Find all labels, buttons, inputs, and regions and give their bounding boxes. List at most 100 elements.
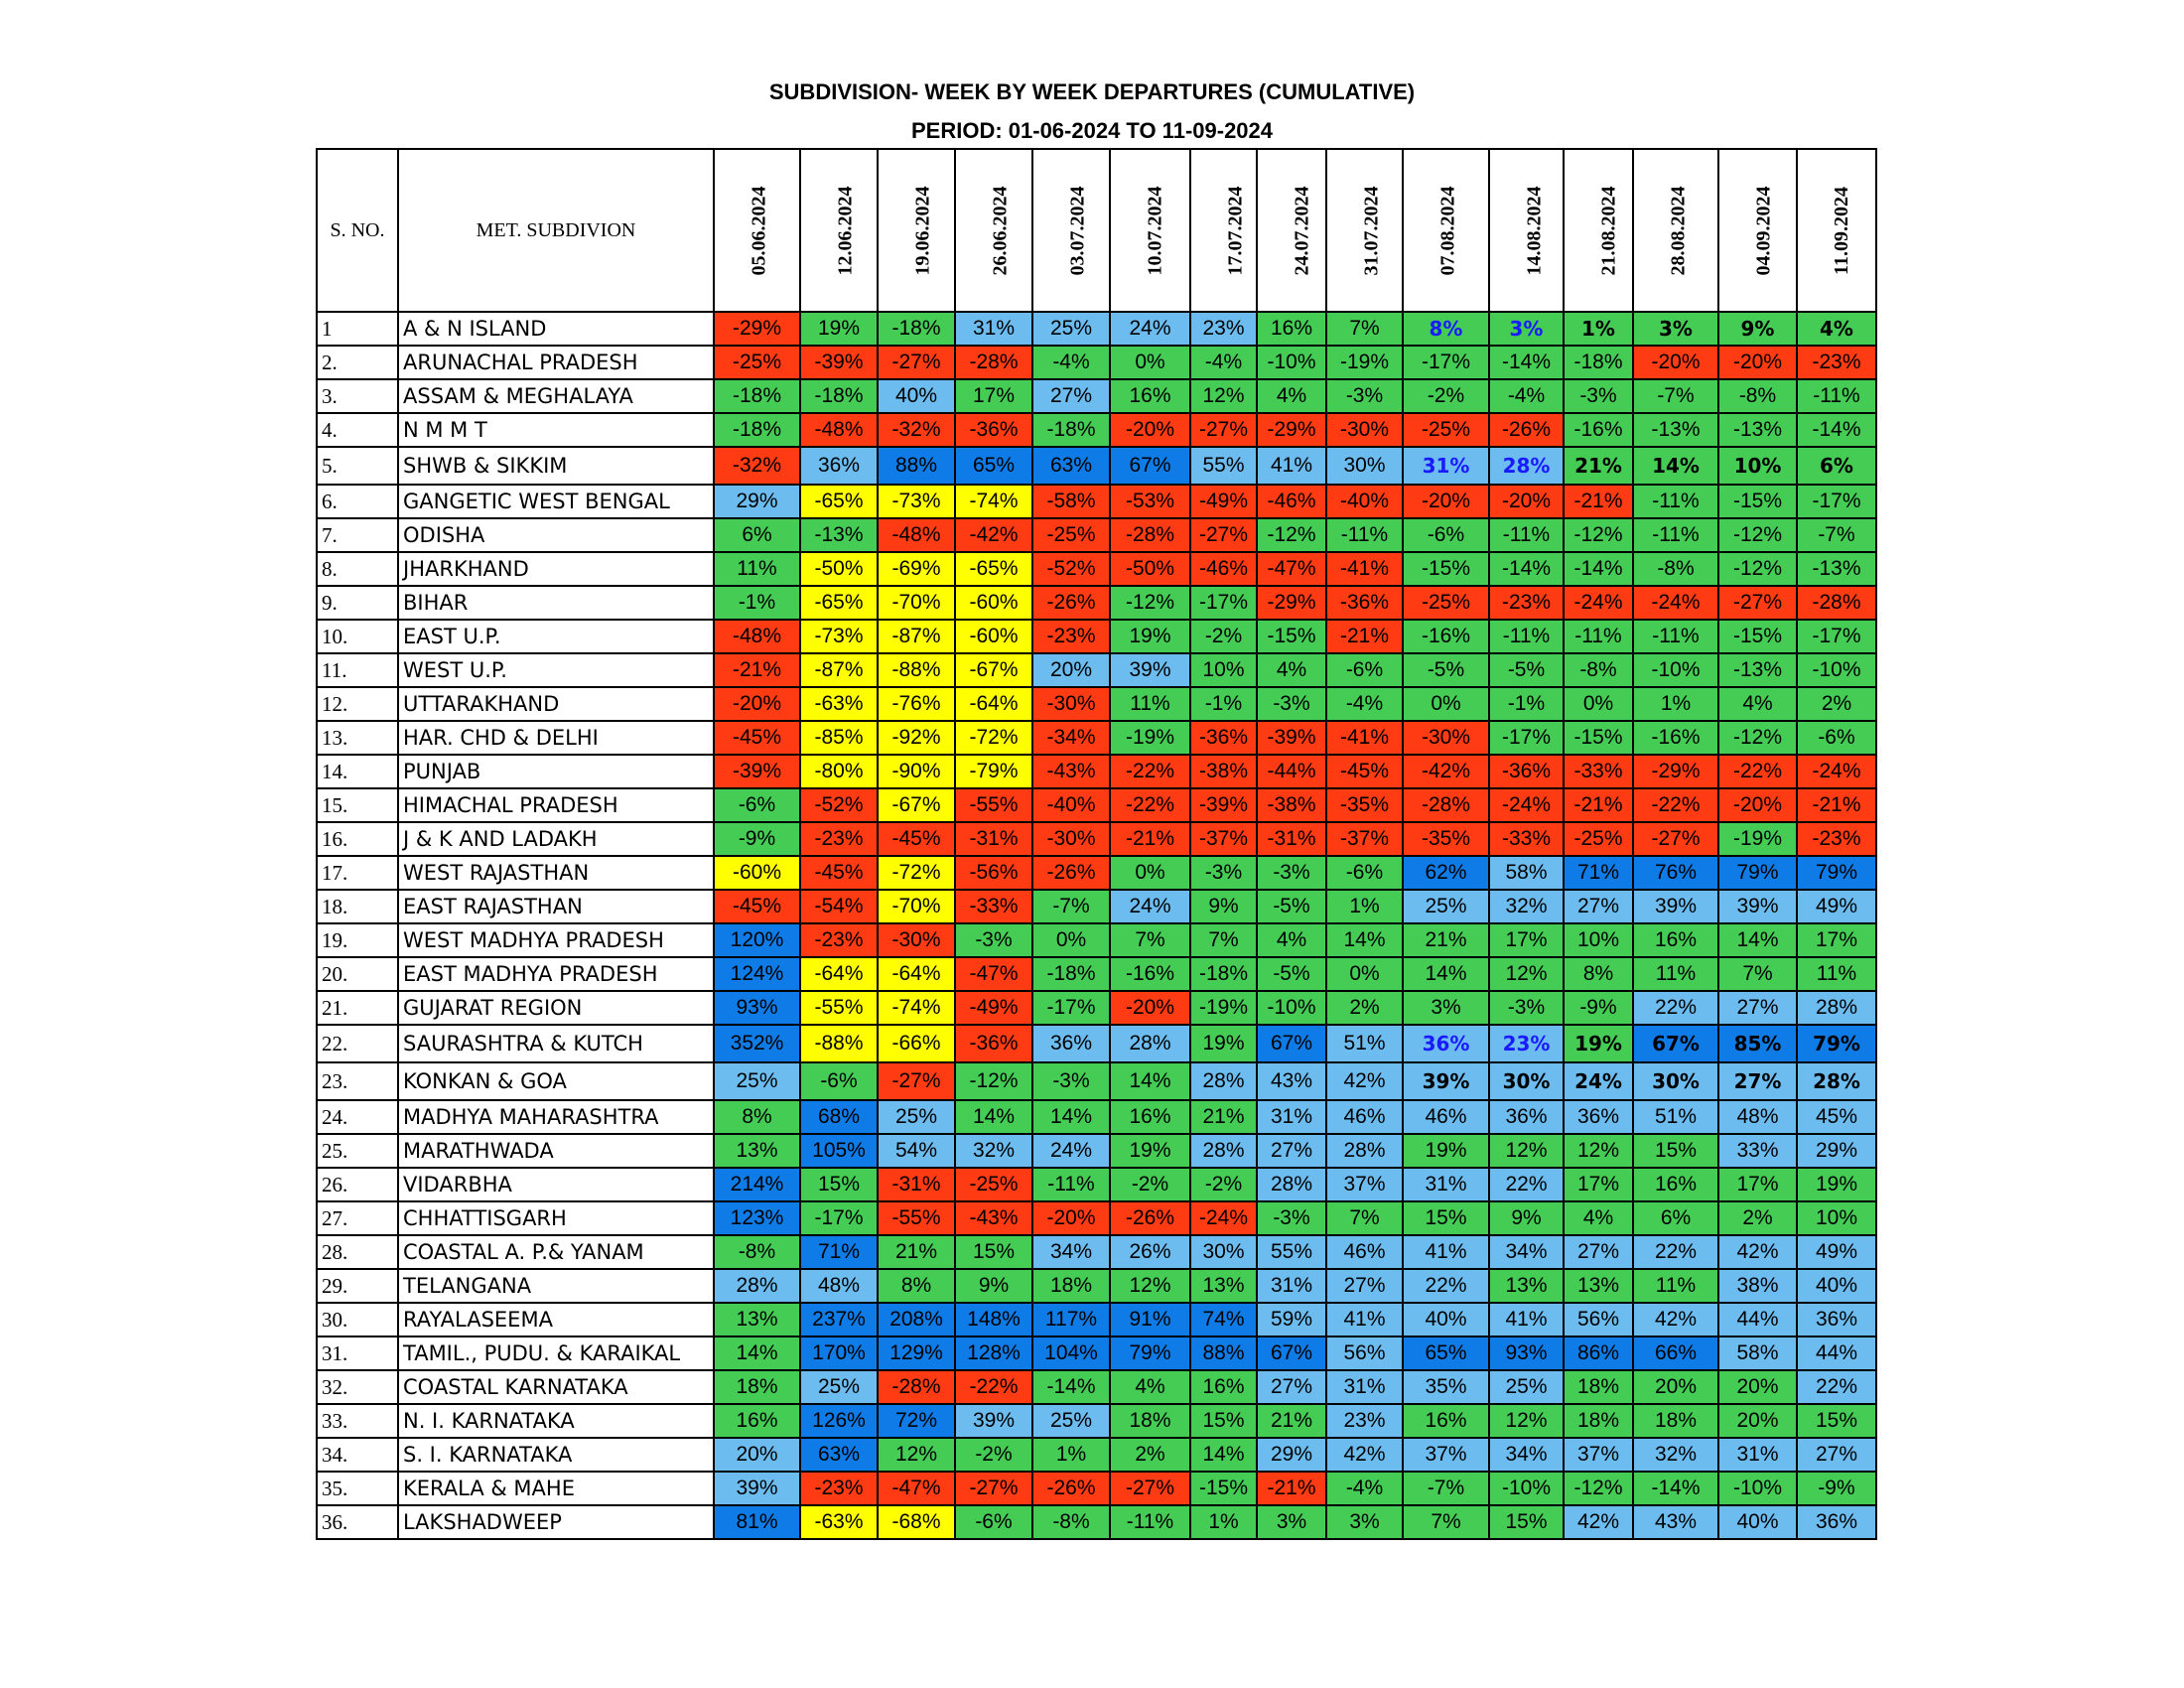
departure-value-cell: -5% — [1402, 652, 1490, 688]
departure-value-cell: -39% — [799, 345, 879, 380]
departure-value-cell: -2% — [1189, 619, 1258, 654]
departure-value-cell: 55% — [1189, 446, 1258, 486]
departure-value-cell: 17% — [1488, 922, 1565, 958]
departure-value-cell: -17% — [1796, 619, 1877, 654]
departure-value-cell: 30% — [1488, 1061, 1565, 1101]
header-date-label: 14.08.2024 — [1523, 186, 1546, 275]
departure-value-cell: 128% — [954, 1336, 1033, 1371]
serial-number-cell: 3. — [316, 378, 399, 414]
departure-value-cell: -18% — [713, 412, 801, 448]
departure-value-cell: -48% — [713, 619, 801, 654]
departure-value-cell: -12% — [1717, 517, 1798, 553]
departure-value-cell: 9% — [1717, 311, 1798, 347]
serial-number-cell: 21. — [316, 990, 399, 1026]
serial-number-cell: 5. — [316, 446, 399, 486]
serial-number-cell: 32. — [316, 1369, 399, 1405]
departure-value-cell: 93% — [1488, 1336, 1565, 1371]
departure-value-cell: 41% — [1402, 1234, 1490, 1270]
departure-value-cell: 27% — [1325, 1268, 1404, 1304]
departure-value-cell: 14% — [1031, 1099, 1111, 1135]
header-date-label: 19.06.2024 — [911, 186, 934, 275]
departure-value-cell: -47% — [954, 956, 1033, 992]
departure-value-cell: -16% — [1109, 956, 1191, 992]
departure-value-cell: 25% — [1031, 311, 1111, 347]
table-row: 25. MARATHWADA 13% 105% 54% 32% 24% 19% 28% 27% 28… — [316, 1133, 1877, 1169]
departure-value-cell: -4% — [1325, 1471, 1404, 1506]
departure-value-cell: 31% — [1325, 1369, 1404, 1405]
departure-value-cell: 67% — [1256, 1336, 1327, 1371]
departure-value-cell: -40% — [1325, 484, 1404, 519]
departure-value-cell: -74% — [877, 990, 956, 1026]
departure-value-cell: 27% — [1717, 1061, 1798, 1101]
header-date: 26.06.2024 — [954, 148, 1033, 313]
departure-value-cell: -20% — [1402, 484, 1490, 519]
departure-value-cell: 4% — [1717, 686, 1798, 722]
departure-value-cell: -65% — [799, 585, 879, 621]
departure-value-cell: 15% — [1402, 1200, 1490, 1236]
departure-value-cell: -37% — [1325, 821, 1404, 857]
departure-value-cell: -88% — [877, 652, 956, 688]
departure-value-cell: -90% — [877, 754, 956, 789]
departure-value-cell: -45% — [1325, 754, 1404, 789]
departure-value-cell: -1% — [1189, 686, 1258, 722]
departure-value-cell: -3% — [1325, 378, 1404, 414]
table-row: 23. KONKAN & GOA 25% -6% -27% -12% -3% 14% 28% 43… — [316, 1061, 1877, 1101]
table-row: 5. SHWB & SIKKIM -32% 36% 88% 65% 63% 67% 55% 41%… — [316, 446, 1877, 486]
departure-value-cell: 28% — [1796, 1061, 1877, 1101]
departure-value-cell: 352% — [713, 1024, 801, 1063]
departure-value-cell: -7% — [1031, 889, 1111, 924]
departure-value-cell: 29% — [1256, 1437, 1327, 1473]
subdivision-name-cell: KONKAN & GOA — [397, 1061, 715, 1101]
departure-value-cell: -19% — [1189, 990, 1258, 1026]
departure-value-cell: 13% — [1189, 1268, 1258, 1304]
departure-value-cell: 30% — [1325, 446, 1404, 486]
subdivision-name-cell: ARUNACHAL PRADESH — [397, 345, 715, 380]
departure-value-cell: -30% — [877, 922, 956, 958]
departure-value-cell: -43% — [1031, 754, 1111, 789]
departure-value-cell: 46% — [1402, 1099, 1490, 1135]
departure-value-cell: -33% — [1563, 754, 1634, 789]
subdivision-name-cell: SHWB & SIKKIM — [397, 446, 715, 486]
departure-value-cell: 41% — [1325, 1302, 1404, 1337]
departure-value-cell: 27% — [1796, 1437, 1877, 1473]
departure-value-cell: -50% — [799, 551, 879, 587]
departure-value-cell: -19% — [1109, 720, 1191, 756]
departure-value-cell: 14% — [1402, 956, 1490, 992]
departure-value-cell: 12% — [877, 1437, 956, 1473]
departure-value-cell: 214% — [713, 1167, 801, 1202]
header-date-label: 10.07.2024 — [1144, 186, 1166, 275]
departure-value-cell: -14% — [1031, 1369, 1111, 1405]
departure-value-cell: 51% — [1325, 1024, 1404, 1063]
departure-value-cell: 19% — [1109, 1133, 1191, 1169]
departure-value-cell: 22% — [1632, 1234, 1719, 1270]
departure-value-cell: -36% — [954, 412, 1033, 448]
departure-value-cell: -4% — [1325, 686, 1404, 722]
departure-value-cell: -17% — [1189, 585, 1258, 621]
departure-value-cell: -6% — [1325, 855, 1404, 891]
subdivision-name-cell: RAYALASEEMA — [397, 1302, 715, 1337]
departure-value-cell: -12% — [1717, 551, 1798, 587]
header-date: 28.08.2024 — [1632, 148, 1719, 313]
departure-value-cell: 40% — [1796, 1268, 1877, 1304]
departure-value-cell: 25% — [799, 1369, 879, 1405]
departure-value-cell: 56% — [1563, 1302, 1634, 1337]
departure-value-cell: 6% — [1796, 446, 1877, 486]
departure-value-cell: 15% — [1488, 1504, 1565, 1540]
departure-value-cell: -25% — [1563, 821, 1634, 857]
departure-value-cell: -60% — [713, 855, 801, 891]
table-row: 13. HAR. CHD & DELHI -45% -85% -92% -72% -34% -… — [316, 720, 1877, 756]
departure-value-cell: 37% — [1563, 1437, 1634, 1473]
departure-value-cell: 19% — [799, 311, 879, 347]
departure-value-cell: 27% — [1256, 1369, 1327, 1405]
departure-value-cell: 18% — [1563, 1369, 1634, 1405]
departure-value-cell: 16% — [1256, 311, 1327, 347]
departure-value-cell: 4% — [1256, 652, 1327, 688]
subdivision-name-cell: N. I. KARNATAKA — [397, 1403, 715, 1439]
table-row: 8. JHARKHAND 11% -50% -69% -65% -52% -50% -46% -4… — [316, 551, 1877, 587]
subdivision-name-cell: EAST RAJASTHAN — [397, 889, 715, 924]
departure-value-cell: 40% — [877, 378, 956, 414]
header-date: 12.06.2024 — [799, 148, 879, 313]
departure-value-cell: -65% — [954, 551, 1033, 587]
departure-value-cell: -16% — [1563, 412, 1634, 448]
departure-value-cell: -20% — [1488, 484, 1565, 519]
